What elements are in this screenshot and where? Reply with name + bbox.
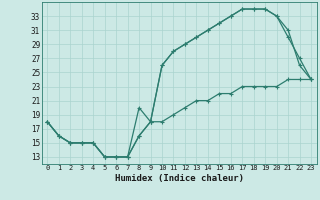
- X-axis label: Humidex (Indice chaleur): Humidex (Indice chaleur): [115, 174, 244, 183]
